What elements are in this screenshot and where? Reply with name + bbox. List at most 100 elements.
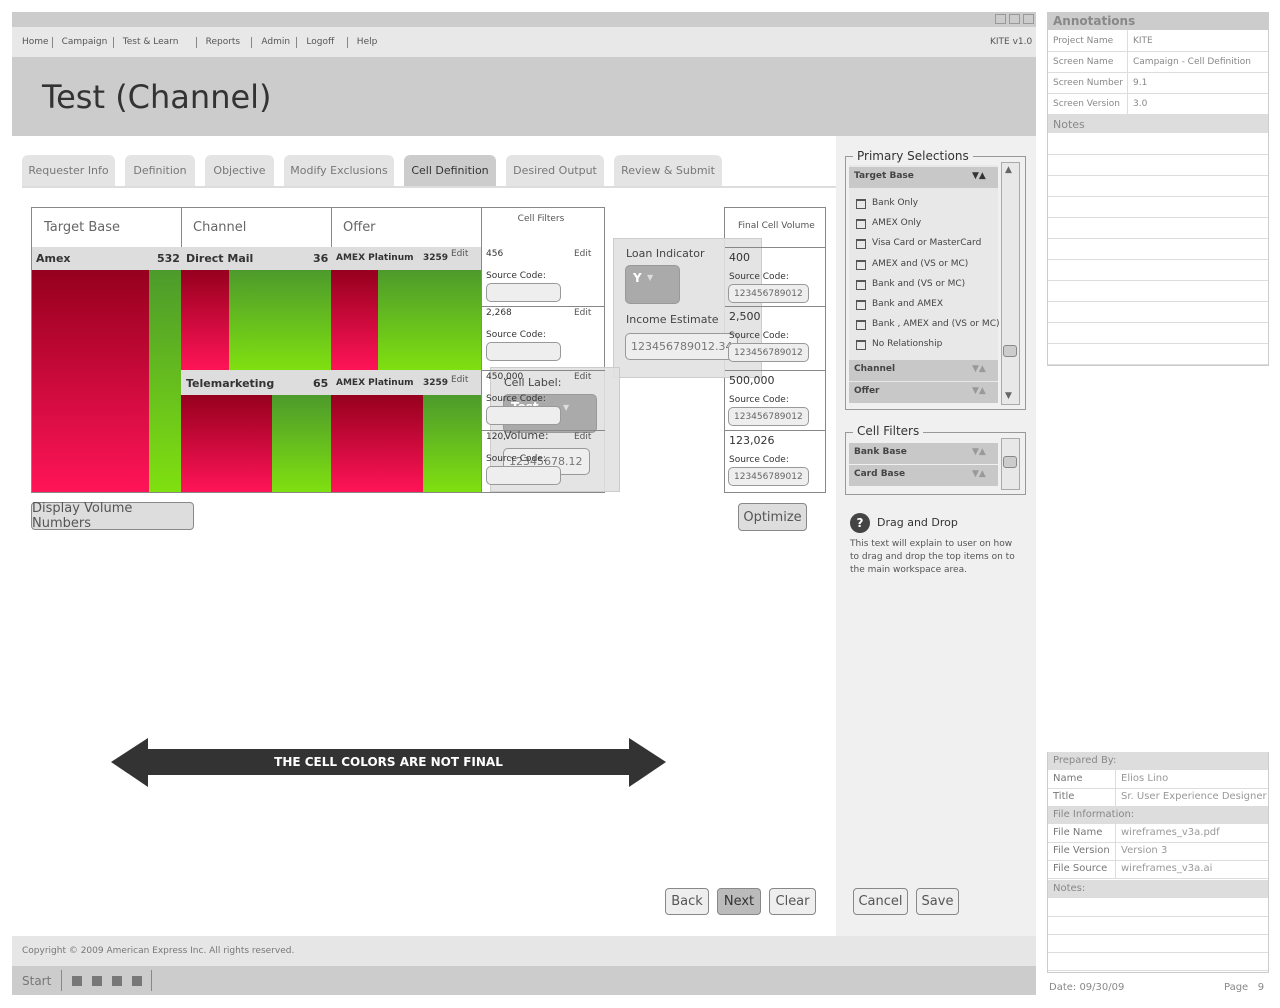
nav-link[interactable]: Logoff xyxy=(306,37,335,47)
shape xyxy=(151,970,152,991)
row-line xyxy=(1048,934,1268,935)
label: Page 9 xyxy=(1224,982,1265,993)
color-cell xyxy=(331,270,378,370)
nav-link[interactable]: Reports xyxy=(205,37,241,47)
row-line xyxy=(1048,301,1268,302)
list-icon xyxy=(856,239,866,250)
row-line xyxy=(725,247,826,248)
label: Offer xyxy=(343,220,376,235)
list-icon xyxy=(856,340,866,351)
cell-volume: 2,268 xyxy=(486,308,512,318)
list-icon xyxy=(856,219,866,230)
text-field[interactable] xyxy=(486,342,561,361)
button[interactable]: Display Volume Numbers xyxy=(31,501,194,531)
row-line xyxy=(1048,364,1268,365)
section-header xyxy=(1048,114,1268,133)
list-icon xyxy=(856,279,866,290)
shape: ▼ xyxy=(1005,391,1012,401)
label: Amex xyxy=(36,252,71,265)
field-label: Source Code: xyxy=(486,394,546,404)
field-label: Source Code: xyxy=(486,454,546,464)
tab[interactable]: Cell Definition xyxy=(404,155,496,186)
group-header: Bank Base xyxy=(849,443,998,464)
field-value: wireframes_v3a.pdf xyxy=(1121,827,1220,838)
field-label: Project Name xyxy=(1053,36,1114,46)
dropdown[interactable]: Y xyxy=(625,265,680,304)
list-icon xyxy=(856,300,866,310)
row-line xyxy=(482,430,605,431)
cell-volume: 450,000 xyxy=(486,372,524,382)
color-cell xyxy=(331,395,423,492)
label: Income Estimate xyxy=(626,313,719,326)
shape: ▲ xyxy=(1005,165,1012,175)
label: 3259 xyxy=(423,253,449,263)
nav-link[interactable]: Home xyxy=(22,37,49,47)
text-field[interactable]: 123456789012 xyxy=(728,407,809,426)
nav-link[interactable]: Admin xyxy=(261,37,291,47)
separator xyxy=(195,37,197,48)
tab[interactable]: Requester Info xyxy=(22,155,115,186)
button[interactable]: Optimize xyxy=(738,503,807,531)
label: Drag and Drop xyxy=(877,516,958,529)
edit-link[interactable]: Edit xyxy=(574,308,592,318)
shape xyxy=(995,14,1006,24)
tab[interactable]: Modify Exclusions xyxy=(284,155,394,186)
label: Cell Filters xyxy=(853,424,924,438)
edit-link[interactable]: Edit xyxy=(574,432,592,442)
color-cell xyxy=(32,270,149,492)
button[interactable]: Save xyxy=(916,888,959,915)
title-bar xyxy=(12,12,1036,27)
edit-link[interactable]: Edit xyxy=(574,249,592,259)
text-field[interactable] xyxy=(486,283,561,302)
edit-link[interactable]: Edit xyxy=(574,372,592,382)
text-field[interactable]: 123456789012 xyxy=(728,467,809,486)
label: AMEX Platinum xyxy=(336,253,414,263)
field-label: Source Code: xyxy=(729,331,789,341)
field-label: Source Code: xyxy=(729,272,789,282)
field-value: Elios Lino xyxy=(1121,773,1169,784)
nav-link[interactable]: Campaign xyxy=(61,37,108,47)
tab[interactable]: Objective xyxy=(205,155,274,186)
col-line xyxy=(1127,51,1128,72)
label: Edit xyxy=(451,249,469,259)
shape xyxy=(1003,456,1017,468)
row-line xyxy=(1048,259,1268,260)
text-field[interactable]: 123456789012 xyxy=(728,284,809,303)
text-field[interactable]: 123456789012.34 xyxy=(625,333,738,360)
cell-volume: 456 xyxy=(486,249,504,259)
label: 36 xyxy=(313,252,329,265)
tab[interactable]: Definition xyxy=(125,155,195,186)
section-header xyxy=(1048,752,1268,770)
row-line xyxy=(725,306,826,307)
text-field[interactable] xyxy=(486,466,561,485)
row-line xyxy=(1048,196,1268,197)
label: Cell Filters xyxy=(517,214,565,224)
color-cell xyxy=(423,395,481,492)
button[interactable]: Back xyxy=(665,888,709,915)
button[interactable]: Cancel xyxy=(853,888,908,915)
nav-link[interactable]: Test & Learn xyxy=(122,37,179,47)
tab[interactable]: Review & Submit xyxy=(614,155,722,186)
section-title: Prepared By: xyxy=(1053,755,1117,766)
section-title: File Information: xyxy=(1053,809,1135,820)
final-volume: 500,000 xyxy=(729,374,775,387)
shape xyxy=(32,247,481,270)
field-label: File Version xyxy=(1053,845,1110,856)
color-cell xyxy=(272,395,331,492)
row-line xyxy=(1048,175,1268,176)
col-line xyxy=(1127,93,1128,114)
field-value: 9.1 xyxy=(1133,78,1148,88)
shape xyxy=(112,976,122,986)
label: Telemarketing xyxy=(186,377,275,390)
color-cell xyxy=(149,270,181,492)
footer xyxy=(12,936,1036,966)
text-field[interactable] xyxy=(486,406,561,425)
nav-link[interactable]: Help xyxy=(356,37,378,47)
text-field[interactable]: 123456789012 xyxy=(728,343,809,362)
tab[interactable]: Desired Output xyxy=(506,155,604,186)
list-item: Visa Card or MasterCard xyxy=(872,238,982,249)
shape xyxy=(1047,12,1269,30)
page-title: Test (Channel) xyxy=(42,78,272,116)
button[interactable]: Next xyxy=(717,888,761,915)
button[interactable]: Clear xyxy=(769,888,816,915)
